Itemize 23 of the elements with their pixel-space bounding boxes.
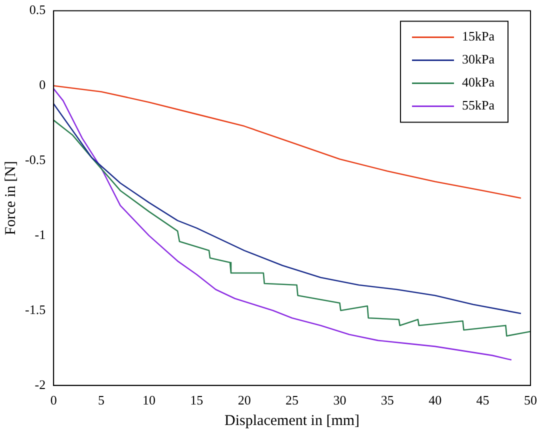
x-tick-label: 40 [428,392,442,408]
legend-label: 30kPa [462,52,495,67]
y-tick-label: -2 [34,376,46,392]
y-tick-label: -1 [34,226,46,242]
x-tick-label: 0 [50,392,57,408]
y-tick-label: -1.5 [24,302,46,317]
x-tick-label: 20 [238,392,251,408]
x-tick-label: 50 [524,392,537,408]
x-tick-label: 10 [142,392,156,408]
legend-label: 55kPa [462,98,495,113]
x-tick-label: 45 [476,392,490,408]
y-axis-title: Force in [N] [2,161,19,236]
x-tick-label: 15 [190,392,204,408]
x-tick-label: 25 [286,392,299,408]
legend-label: 40kPa [462,74,495,90]
y-tick-label: -0.5 [24,152,46,168]
y-tick-label: 0.5 [29,2,46,18]
x-axis-title: Displacement in [mm] [224,412,360,429]
legend-label: 15kPa [462,28,495,44]
x-tick-label: 30 [333,392,346,408]
x-tick-label: 5 [98,392,105,408]
x-tick-label: 35 [380,392,394,408]
y-tick-label: 0 [39,77,46,92]
